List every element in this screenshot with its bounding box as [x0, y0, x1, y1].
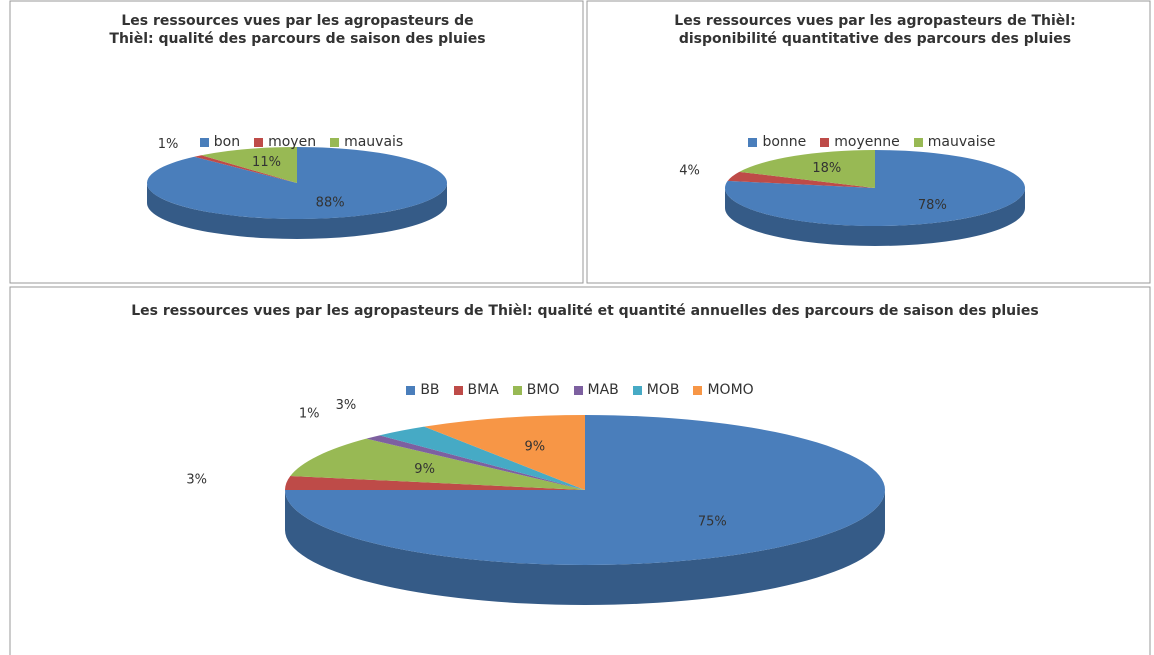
pie-slice — [201, 147, 297, 183]
legend-item: bonne — [748, 134, 806, 150]
legend-swatch — [913, 137, 923, 147]
data-label: 1% — [299, 407, 320, 422]
panel — [586, 0, 1151, 284]
pie-slice — [739, 150, 875, 188]
pie-side — [147, 183, 447, 239]
data-label: 3% — [336, 398, 357, 413]
legend-swatch — [632, 385, 642, 395]
legend-item: MOMO — [693, 382, 754, 398]
legend-item: bon — [199, 134, 241, 150]
legend-label: mauvaise — [927, 134, 996, 150]
chart-title: Les ressources vues par les agropasteurs… — [109, 13, 486, 47]
data-label: 4% — [679, 164, 700, 179]
legend-label: BMA — [467, 382, 499, 398]
legend-item: mauvais — [330, 134, 403, 150]
panel — [9, 0, 584, 284]
pie-slice — [194, 155, 297, 183]
legend-label: bon — [213, 134, 241, 150]
legend-item: BB — [406, 382, 440, 398]
pie-slice — [290, 438, 585, 490]
pie-slice — [727, 171, 875, 188]
data-label: 1% — [158, 137, 179, 152]
legend: bonne moyenne mauvaise — [587, 134, 1154, 150]
legend-label: mauvais — [344, 134, 404, 150]
legend-swatch — [406, 385, 416, 395]
data-label: 88% — [316, 196, 345, 211]
data-label: 9% — [524, 439, 545, 454]
legend-label: MOMO — [707, 382, 754, 398]
legend-label: moyenne — [834, 134, 900, 150]
legend-swatch — [820, 137, 830, 147]
legend: bon moyen mauvais — [10, 134, 593, 150]
data-label: 9% — [414, 462, 435, 477]
legend-label: BB — [420, 382, 440, 398]
legend-item: BMO — [512, 382, 560, 398]
data-label: 75% — [698, 514, 727, 529]
panel — [9, 286, 1151, 655]
data-label: 78% — [918, 198, 947, 213]
pie-slice — [366, 435, 585, 490]
legend-item: moyenne — [820, 134, 900, 150]
pie-side — [285, 490, 885, 605]
pie-slice — [285, 475, 585, 490]
legend-swatch — [199, 137, 209, 147]
legend-swatch — [748, 137, 758, 147]
legend-swatch — [512, 385, 522, 395]
legend-swatch — [330, 137, 340, 147]
legend-item: mauvaise — [913, 134, 996, 150]
legend-label: MAB — [587, 382, 619, 398]
legend-label: BMO — [526, 382, 560, 398]
pie-slice — [379, 426, 585, 490]
chart-title: Les ressources vues par les agropasteurs… — [674, 13, 1076, 47]
legend-label: moyen — [268, 134, 317, 150]
data-label: 3% — [186, 472, 207, 487]
legend-item: MAB — [573, 382, 619, 398]
legend-swatch — [573, 385, 583, 395]
legend: BB BMA BMO MAB MOB MOMO — [10, 382, 1150, 398]
legend-swatch — [453, 385, 463, 395]
pie-slice — [424, 415, 585, 490]
pie-slice — [725, 150, 1026, 226]
legend-item: moyen — [254, 134, 316, 150]
legend-item: BMA — [453, 382, 499, 398]
data-label: 18% — [812, 161, 841, 176]
legend-label: bonne — [762, 134, 807, 150]
data-label: 11% — [252, 155, 281, 170]
legend-item: MOB — [632, 382, 680, 398]
legend-swatch — [254, 137, 264, 147]
legend-swatch — [693, 385, 703, 395]
pie-side — [725, 188, 1025, 246]
legend-label: MOB — [646, 382, 680, 398]
chart-title: Les ressources vues par les agropasteurs… — [131, 303, 1039, 319]
